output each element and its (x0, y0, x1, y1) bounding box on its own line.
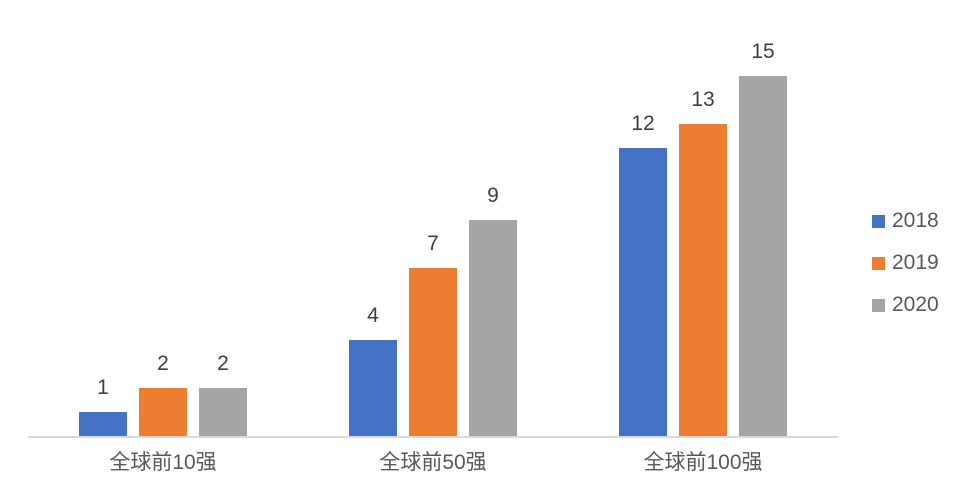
data-label-2020-全球前50强: 9 (487, 184, 499, 207)
legend-label: 2020 (892, 293, 939, 316)
data-label-2019-全球前50强: 7 (427, 232, 439, 255)
bar-2020-全球前100强 (739, 76, 787, 436)
bar-group-1: 1 2 2 (79, 351, 247, 436)
data-label-2018-全球前100强: 12 (631, 112, 655, 135)
legend-item-2020: 2020 (872, 292, 939, 318)
legend-swatch-icon (872, 256, 885, 270)
data-label-2018-全球前10强: 1 (97, 376, 109, 399)
legend: 2018 2019 2020 (872, 208, 939, 318)
legend-item-2019: 2019 (872, 250, 939, 276)
data-label-2020-全球前100强: 15 (751, 40, 775, 63)
legend-label: 2019 (892, 251, 939, 274)
data-label-2019-全球前10强: 2 (157, 352, 169, 375)
bar-cell: 2 (139, 351, 187, 436)
bar-2019-全球前50强 (409, 268, 457, 436)
x-axis-line (28, 436, 838, 438)
bar-2019-全球前100强 (679, 124, 727, 436)
category-label-2: 全球前50强 (379, 451, 487, 474)
legend-swatch-icon (872, 214, 885, 228)
category-label-3: 全球前100强 (643, 451, 763, 474)
bar-2019-全球前10强 (139, 388, 187, 436)
bar-cell: 9 (469, 183, 517, 436)
bar-2018-全球前100强 (619, 148, 667, 436)
legend-label: 2018 (892, 209, 939, 232)
bar-cell: 1 (79, 375, 127, 436)
bar-group-2: 4 7 9 (349, 183, 517, 436)
bar-cell: 2 (199, 351, 247, 436)
bar-cell: 13 (679, 87, 727, 436)
bar-2020-全球前50强 (469, 220, 517, 436)
legend-swatch-icon (872, 298, 885, 312)
bar-cell: 15 (739, 39, 787, 436)
legend-item-2018: 2018 (872, 208, 939, 234)
bar-cell: 7 (409, 231, 457, 436)
bar-2018-全球前10强 (79, 412, 127, 436)
data-label-2019-全球前100强: 13 (691, 88, 715, 111)
bar-cell: 4 (349, 303, 397, 436)
bar-2020-全球前10强 (199, 388, 247, 436)
bar-group-3: 12 13 15 (619, 39, 787, 436)
bar-2018-全球前50强 (349, 340, 397, 436)
bar-cell: 12 (619, 111, 667, 436)
category-label-1: 全球前10强 (109, 451, 217, 474)
data-label-2020-全球前10强: 2 (217, 352, 229, 375)
data-label-2018-全球前50强: 4 (367, 304, 379, 327)
